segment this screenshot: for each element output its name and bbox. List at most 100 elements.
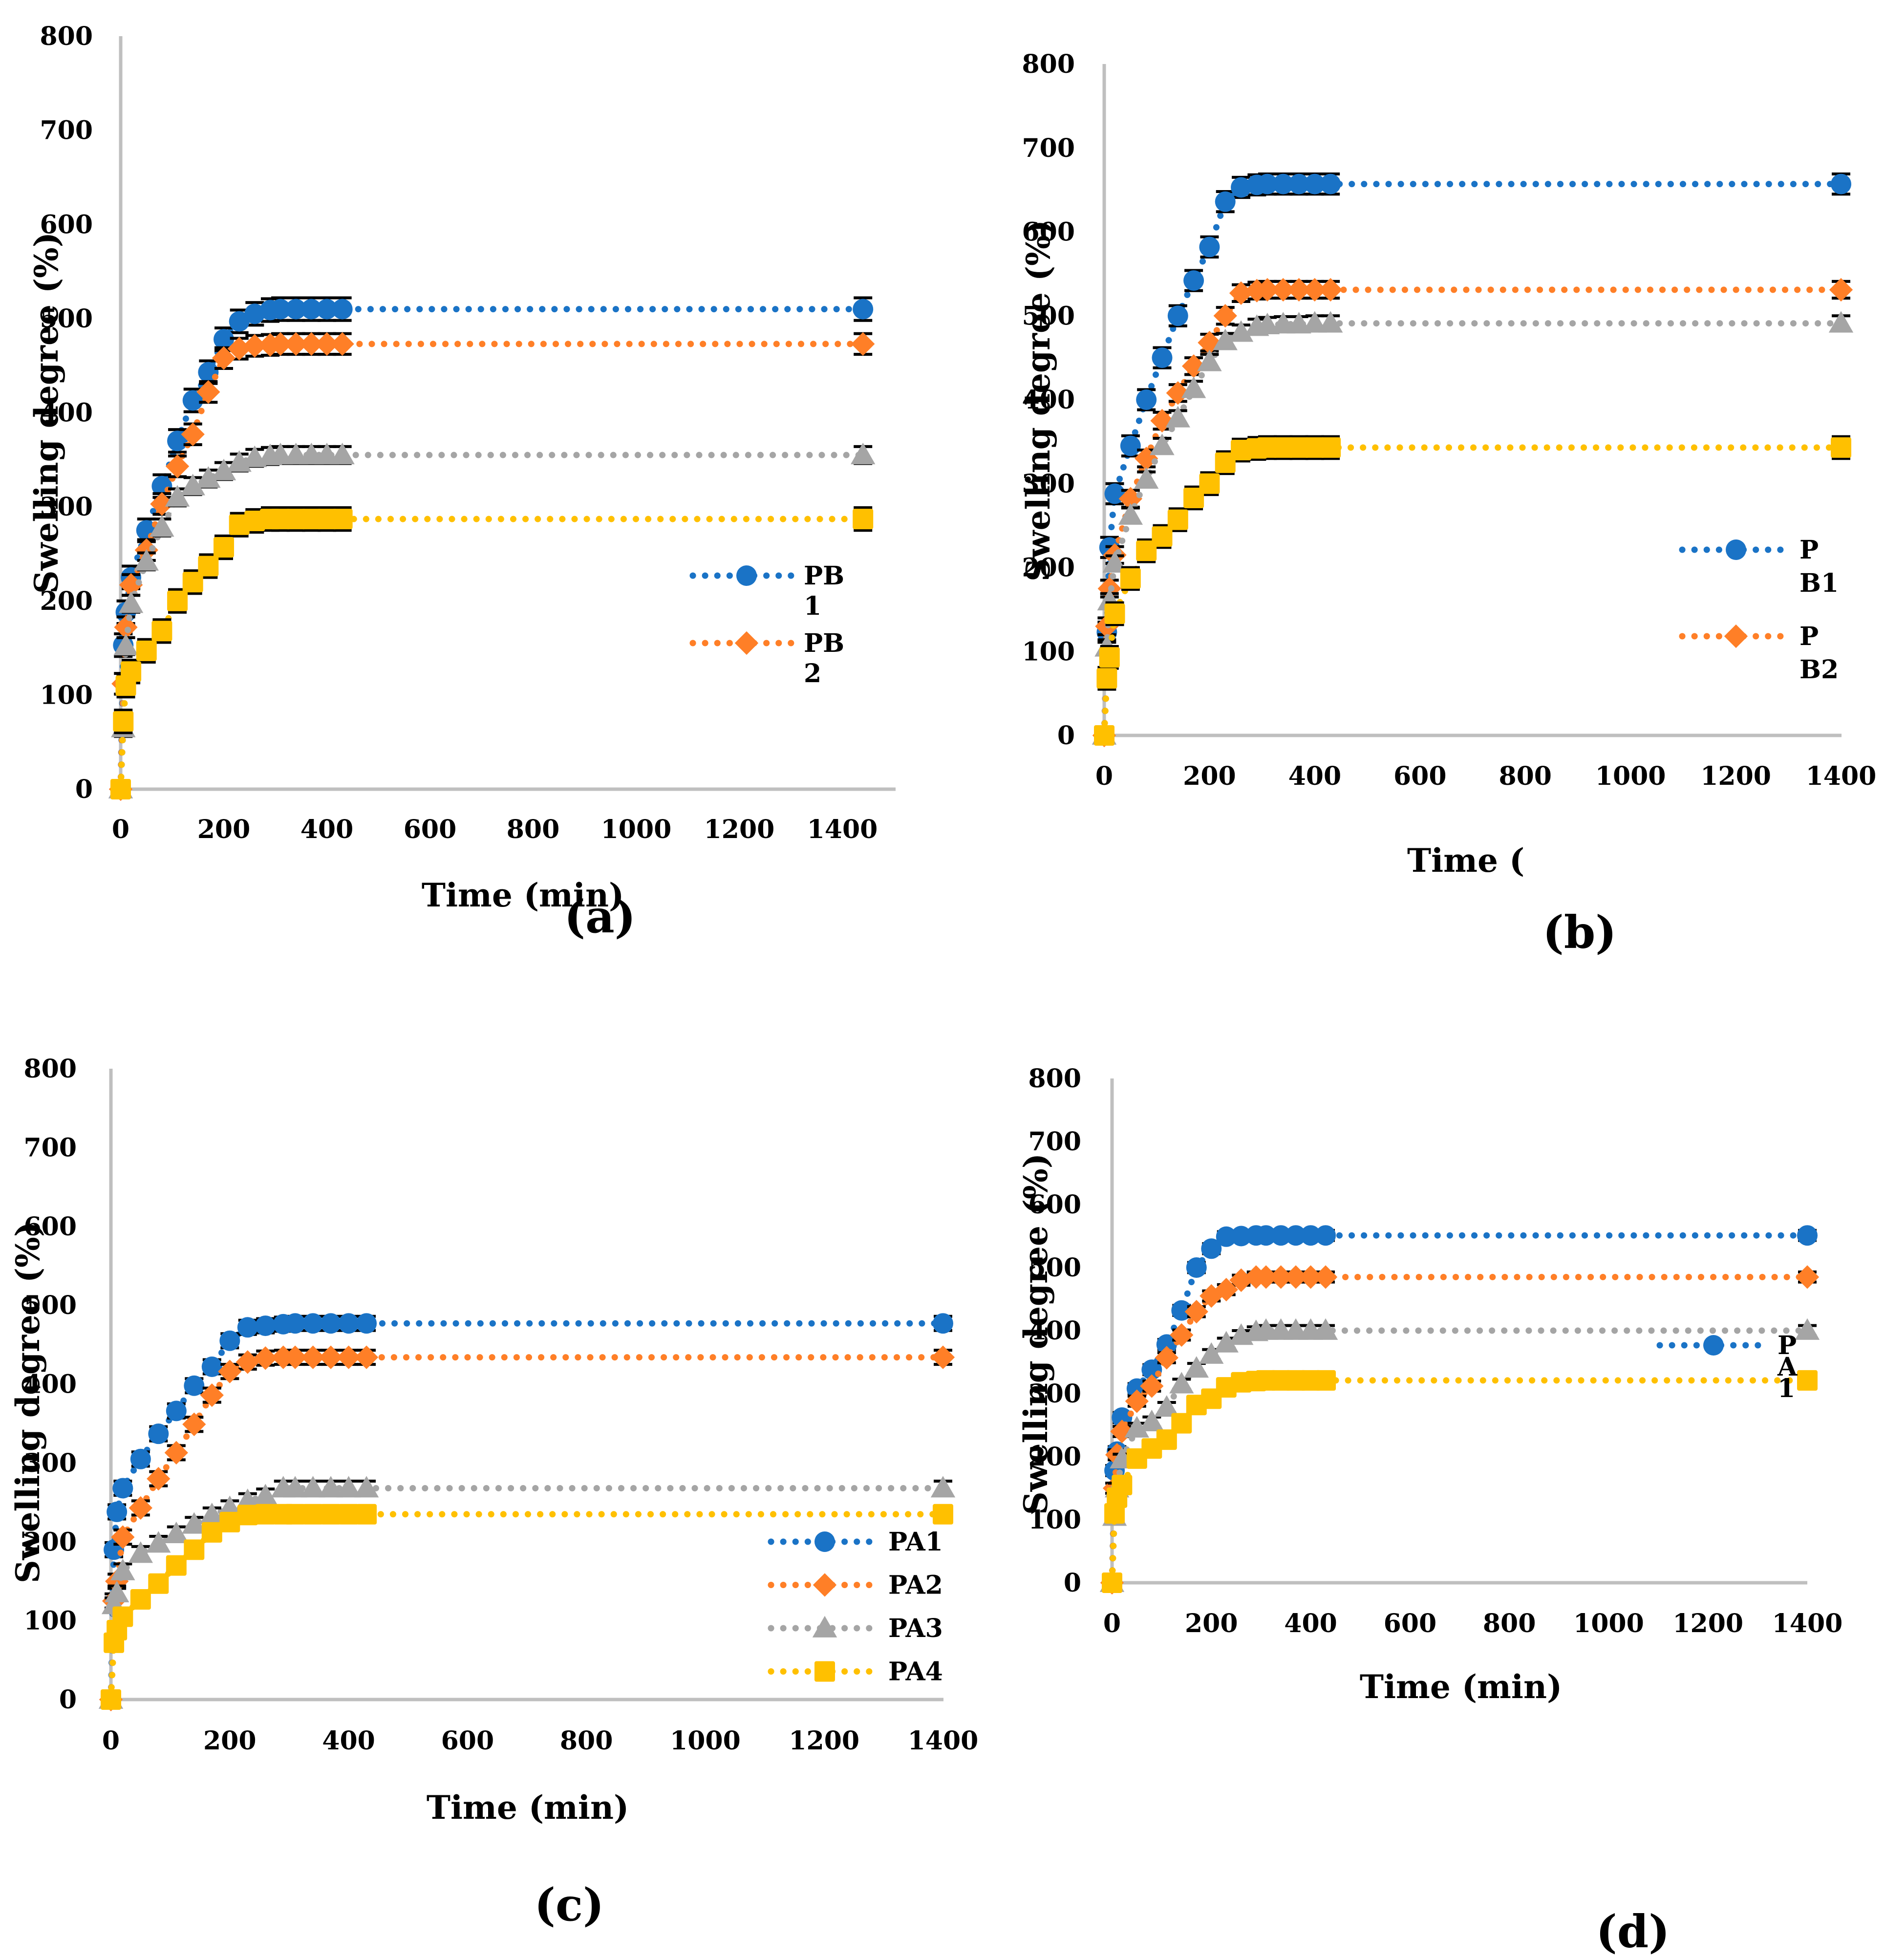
data-point-square bbox=[1315, 1370, 1336, 1391]
x-tick-label: 1000 bbox=[1595, 761, 1666, 791]
data-point-circle bbox=[130, 1448, 151, 1469]
data-point-triangle bbox=[1313, 1318, 1338, 1340]
y-tick-label: 100 bbox=[23, 1606, 77, 1636]
legend-label: B1 bbox=[1799, 568, 1839, 598]
data-point-square bbox=[1171, 1413, 1192, 1434]
data-point-diamond bbox=[1254, 1265, 1278, 1289]
data-point-square bbox=[1257, 437, 1278, 458]
data-point-circle bbox=[321, 1313, 342, 1334]
data-point-diamond bbox=[243, 334, 267, 358]
data-point-square bbox=[244, 511, 265, 532]
data-point-triangle bbox=[1181, 376, 1206, 398]
y-tick-label: 200 bbox=[1028, 1442, 1081, 1472]
data-point-square bbox=[321, 1504, 342, 1525]
y-tick-label: 200 bbox=[1022, 553, 1075, 583]
x-axis-title: Time ( bbox=[1407, 841, 1524, 880]
legend-marker-circle bbox=[814, 1531, 835, 1552]
data-point-circle bbox=[933, 1313, 953, 1334]
data-point-circle bbox=[1216, 1226, 1237, 1247]
data-point-triangle bbox=[268, 442, 293, 465]
series-pa4 bbox=[101, 1504, 953, 1710]
panel-b: 0 100 200 300 400 500 600 700 800 0 200 400 600 800 10… bbox=[1019, 49, 1876, 959]
series-pa4 bbox=[1102, 1370, 1818, 1593]
data-point-circle bbox=[201, 1356, 222, 1377]
x-axis-title: Time (min) bbox=[427, 1788, 629, 1827]
data-point-square bbox=[1120, 568, 1141, 589]
panel-label: (a) bbox=[564, 890, 636, 943]
legend-entry-pa2: PA2 bbox=[768, 1571, 943, 1600]
data-point-triangle bbox=[314, 442, 340, 465]
data-point-square bbox=[255, 1504, 276, 1525]
y-tick-label: 300 bbox=[1028, 1379, 1081, 1409]
data-point-diamond bbox=[337, 1345, 361, 1369]
legend-entry-pa1: PA1 bbox=[768, 1527, 943, 1557]
data-point-square bbox=[219, 1511, 240, 1532]
series-pb4 bbox=[110, 506, 874, 799]
data-point-diamond bbox=[1313, 1265, 1338, 1289]
data-point-square bbox=[1136, 540, 1157, 561]
legend-entry-pa3: PA3 bbox=[768, 1614, 943, 1643]
data-point-square bbox=[1797, 1370, 1818, 1391]
data-point-square bbox=[1102, 1572, 1122, 1593]
data-point-square bbox=[1096, 668, 1117, 689]
data-point-diamond bbox=[227, 337, 251, 361]
data-point-circle bbox=[301, 299, 322, 320]
data-point-circle bbox=[1285, 1225, 1307, 1246]
data-point-circle bbox=[229, 311, 250, 332]
data-point-triangle bbox=[150, 515, 174, 537]
x-tick-label: 600 bbox=[1393, 761, 1447, 791]
x-tick-label: 600 bbox=[404, 815, 457, 844]
data-point-square bbox=[237, 1505, 258, 1526]
data-point-triangle bbox=[1795, 1318, 1820, 1340]
legend-label: A bbox=[1777, 1352, 1798, 1382]
data-point-square bbox=[166, 1555, 187, 1576]
data-point-triangle bbox=[164, 1521, 189, 1544]
x-tick-label: 1400 bbox=[807, 815, 878, 844]
data-point-square bbox=[1156, 1429, 1177, 1450]
series-pb4 bbox=[1094, 435, 1851, 746]
data-point-diamond bbox=[1118, 487, 1143, 511]
x-tick-label: 200 bbox=[197, 815, 251, 844]
data-point-diamond bbox=[1198, 331, 1221, 355]
data-point-diamond bbox=[218, 1359, 242, 1383]
data-point-diamond bbox=[354, 1345, 379, 1369]
data-point-diamond bbox=[1170, 1323, 1194, 1347]
y-tick-label: 700 bbox=[40, 116, 93, 146]
data-point-circle bbox=[1315, 1225, 1336, 1246]
data-point-triangle bbox=[1154, 1395, 1179, 1417]
data-point-square bbox=[201, 1522, 222, 1543]
y-tick-label: 700 bbox=[1022, 133, 1075, 163]
data-point-square bbox=[1288, 437, 1309, 458]
y-tick-label: 300 bbox=[23, 1448, 77, 1478]
data-point-diamond bbox=[254, 1346, 278, 1370]
y-tick-label: 500 bbox=[1022, 301, 1075, 331]
data-point-triangle bbox=[318, 1476, 343, 1498]
data-point-diamond bbox=[284, 332, 308, 356]
y-axis-title: Swelling degree (%) bbox=[1019, 220, 1057, 582]
y-tick-label: 300 bbox=[40, 492, 93, 522]
x-tick-label: 400 bbox=[322, 1726, 375, 1756]
data-point-square bbox=[285, 1504, 306, 1525]
legend-label: PA3 bbox=[888, 1614, 943, 1643]
plot-area: 0 100 200 300 400 500 600 700 800 0 200 400 600 800 10… bbox=[1028, 1064, 1842, 1638]
data-point-triangle bbox=[113, 634, 138, 656]
data-point-diamond bbox=[129, 1496, 152, 1520]
data-point-diamond bbox=[200, 1383, 224, 1407]
data-point-square bbox=[1152, 526, 1173, 547]
data-point-diamond bbox=[119, 573, 143, 597]
data-point-diamond bbox=[114, 615, 138, 639]
y-tick-label: 400 bbox=[23, 1370, 77, 1400]
legend-label: 2 bbox=[804, 659, 821, 689]
x-tick-label: 1400 bbox=[908, 1726, 979, 1756]
data-point-triangle bbox=[851, 442, 876, 465]
x-axis-title: Time (min) bbox=[422, 876, 624, 914]
data-point-circle bbox=[285, 1313, 306, 1334]
x-tick-label: 200 bbox=[203, 1726, 257, 1756]
data-point-triangle bbox=[1228, 320, 1254, 342]
data-point-diamond bbox=[268, 332, 293, 356]
data-point-circle bbox=[182, 390, 203, 411]
legend-marker-circle bbox=[1703, 1335, 1724, 1356]
data-point-triangle bbox=[930, 1476, 956, 1498]
data-point-triangle bbox=[1124, 1416, 1150, 1438]
